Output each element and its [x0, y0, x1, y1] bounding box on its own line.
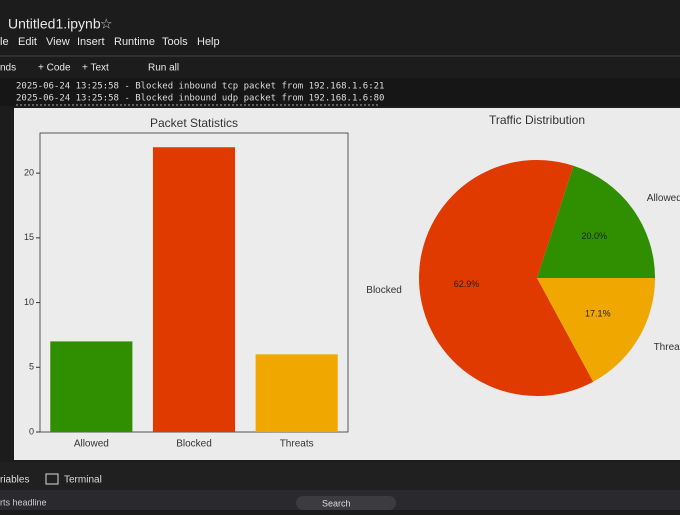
- menu-item[interactable]: Runtime: [114, 36, 155, 48]
- menu-item[interactable]: Edit: [18, 36, 37, 48]
- slice-label: Blocked: [366, 285, 402, 296]
- bottom-bar: [0, 462, 680, 490]
- menu-item[interactable]: Insert: [77, 36, 105, 48]
- x-tick-label: Threats: [280, 439, 314, 450]
- slice-label: Allowed: [647, 193, 680, 204]
- notebook-title[interactable]: Untitled1.ipynb: [8, 16, 101, 32]
- menu-item[interactable]: Tools: [162, 36, 188, 48]
- star-icon[interactable]: ☆: [100, 16, 113, 32]
- bar: [255, 354, 338, 432]
- pie-slice: [537, 278, 655, 382]
- y-tick-label: 0: [29, 426, 34, 436]
- chart-title: Packet Statistics: [150, 116, 238, 130]
- menu-item[interactable]: Help: [197, 36, 220, 48]
- pie-slice: [419, 160, 594, 397]
- log-line: 2025-06-24 13:25:58 - Blocked inbound tc…: [16, 82, 384, 92]
- y-tick-label: 5: [29, 362, 34, 372]
- slice-percent: 17.1%: [585, 309, 611, 319]
- menu-item[interactable]: View: [46, 36, 70, 48]
- y-tick-label: 20: [24, 168, 34, 178]
- toolbar-button[interactable]: Run all: [148, 63, 179, 74]
- variables-tab[interactable]: riables: [0, 475, 29, 486]
- chart-title: Traffic Distribution: [489, 113, 585, 127]
- terminal-tab[interactable]: Terminal: [64, 475, 102, 486]
- news-widget[interactable]: rts headline: [0, 497, 47, 507]
- pie-slice: [537, 165, 655, 278]
- log-line: 2025-06-24 13:25:58 - Blocked inbound ud…: [16, 94, 384, 104]
- x-tick-label: Blocked: [176, 439, 212, 450]
- terminal-icon: [45, 473, 59, 485]
- toolbar-button[interactable]: nds: [0, 63, 16, 74]
- search-box[interactable]: [296, 496, 396, 510]
- bar: [50, 341, 133, 432]
- slice-percent: 20.0%: [582, 231, 608, 241]
- bar: [152, 147, 236, 432]
- x-tick-label: Allowed: [74, 439, 109, 450]
- search-label: Search: [322, 498, 351, 508]
- log-area: [0, 78, 680, 106]
- y-tick-label: 15: [24, 232, 34, 242]
- menu-item[interactable]: le: [0, 36, 9, 48]
- slice-percent: 62.9%: [454, 279, 480, 289]
- toolbar-button[interactable]: + Text: [82, 63, 109, 74]
- toolbar-button[interactable]: + Code: [38, 63, 71, 74]
- y-tick-label: 10: [24, 297, 34, 307]
- slice-label: Threats: [654, 342, 680, 353]
